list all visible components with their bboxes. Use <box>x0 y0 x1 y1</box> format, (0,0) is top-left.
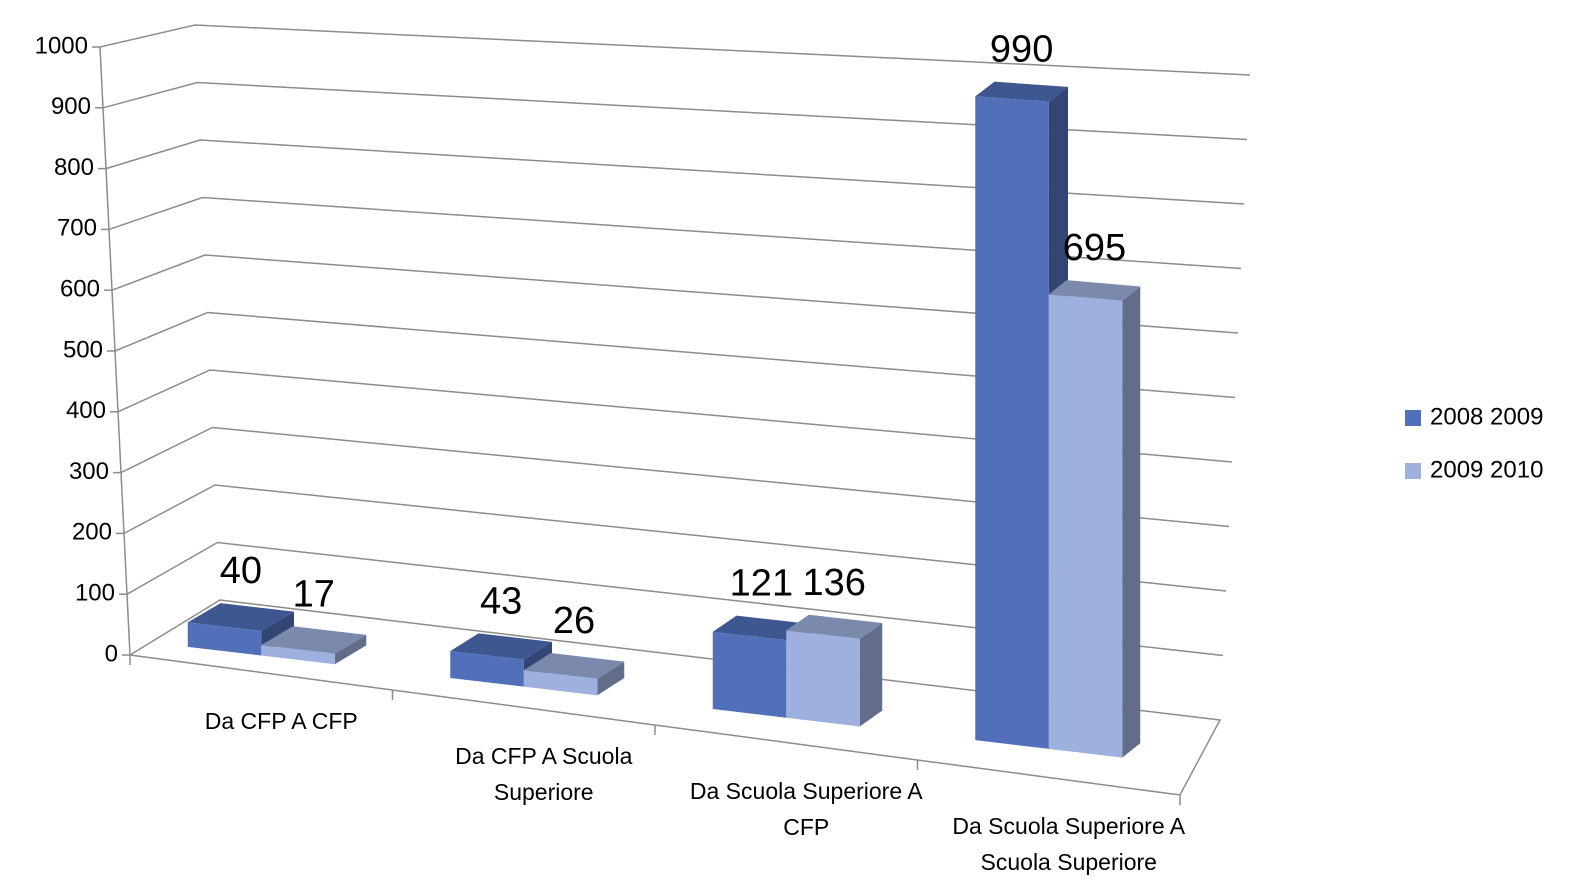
bar-side <box>859 622 883 727</box>
y-tick-label: 900 <box>51 93 91 120</box>
grid-line <box>102 81 1248 141</box>
data-label: 17 <box>293 573 335 615</box>
bar <box>261 645 335 665</box>
grid-line <box>105 139 1245 205</box>
bar <box>450 651 524 687</box>
y-tick-label: 0 <box>105 640 118 667</box>
y-tick-label: 600 <box>60 276 100 303</box>
grid-line <box>114 311 1236 399</box>
bar <box>712 631 787 718</box>
x-tick-label: Da CFP A Scuola Superiore <box>455 742 633 805</box>
bar-top <box>187 603 294 631</box>
grid-line <box>99 24 1251 76</box>
data-label: 40 <box>220 550 262 592</box>
x-tick-label: Da CFP A CFP <box>204 707 358 734</box>
data-label: 26 <box>553 600 595 642</box>
bar-top <box>786 614 883 639</box>
bar-top <box>261 626 367 654</box>
grid-line <box>117 369 1233 463</box>
bar-top <box>975 81 1068 102</box>
data-label: 695 <box>1063 227 1126 269</box>
bar <box>187 622 262 656</box>
bar <box>975 96 1049 749</box>
y-tick-label: 100 <box>75 580 115 607</box>
data-label: 43 <box>480 580 522 622</box>
x-tick-label: Da Scuola Superiore A Scuola Superiore <box>952 812 1186 875</box>
bar-side <box>334 634 367 665</box>
bar-top <box>523 652 625 679</box>
grid-line <box>120 426 1230 528</box>
grid-line <box>123 484 1227 592</box>
y-tick-label: 1000 <box>35 32 88 59</box>
floor <box>127 599 1222 796</box>
y-tick-label: 300 <box>69 458 109 485</box>
x-tick-label: Da Scuola Superiore A CFP <box>689 777 923 840</box>
bar <box>523 670 598 696</box>
grid-line <box>108 196 1242 270</box>
data-label: 136 <box>803 562 866 604</box>
legend-swatch <box>1405 463 1421 479</box>
y-tick-label: 400 <box>66 397 106 424</box>
bar-top <box>450 633 552 660</box>
bar-top <box>1048 280 1141 301</box>
y-tick-label: 800 <box>54 154 94 181</box>
y-tick-label: 200 <box>72 519 112 546</box>
bar <box>786 630 860 727</box>
legend-label: 2008 2009 <box>1430 403 1543 430</box>
bar <box>1048 294 1123 758</box>
grid-line <box>126 541 1224 657</box>
data-label: 990 <box>990 29 1053 71</box>
y-tick-label: 500 <box>63 336 103 363</box>
grid-line <box>111 254 1239 334</box>
legend-label: 2009 2010 <box>1430 456 1543 483</box>
legend-swatch <box>1405 410 1421 426</box>
bar-side <box>597 661 625 696</box>
data-label: 121 <box>730 563 793 605</box>
y-tick-label: 700 <box>57 215 97 242</box>
bar-top <box>712 615 810 641</box>
bar-side <box>1122 286 1141 758</box>
